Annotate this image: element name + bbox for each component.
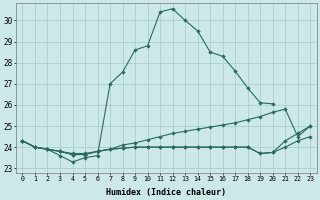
X-axis label: Humidex (Indice chaleur): Humidex (Indice chaleur) [106,188,226,197]
